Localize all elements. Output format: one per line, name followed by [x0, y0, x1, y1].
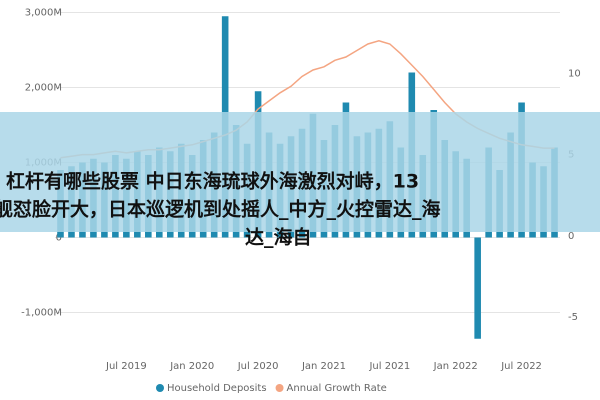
y-tick-label: 3,000M: [25, 8, 62, 19]
x-tick-label: Jan 2021: [301, 361, 346, 372]
x-tick-label: Jan 2020: [169, 361, 214, 372]
x-tick-label: Jul 2022: [500, 361, 542, 372]
legend-label: Household Deposits: [167, 383, 267, 394]
x-tick-label: Jul 2021: [368, 361, 410, 372]
overlay-text: 达_海自: [245, 226, 312, 249]
y2-tick-label: 0: [568, 231, 574, 242]
overlay-band: [0, 112, 600, 232]
y2-tick-label: 10: [568, 68, 581, 79]
y-tick-label: 2,000M: [25, 83, 62, 94]
y2-tick-label: -5: [568, 312, 578, 323]
x-tick-label: Jul 2019: [105, 361, 147, 372]
y-tick-label: 0: [56, 233, 62, 244]
legend-marker: [275, 384, 284, 392]
x-tick-label: Jul 2020: [237, 361, 279, 372]
overlay-text: 杠杆有哪些股票 中日东海琉球外海激烈对峙，13: [6, 170, 419, 193]
legend-label: Annual Growth Rate: [287, 383, 387, 394]
overlay-text: 舰怼脸开大，日本巡逻机到处摇人_中方_火控雷达_海: [0, 198, 441, 221]
bar: [474, 237, 481, 339]
y-tick-label: -1,000M: [21, 308, 62, 319]
x-tick-label: Jan 2022: [433, 361, 478, 372]
legend-marker: [156, 384, 164, 392]
